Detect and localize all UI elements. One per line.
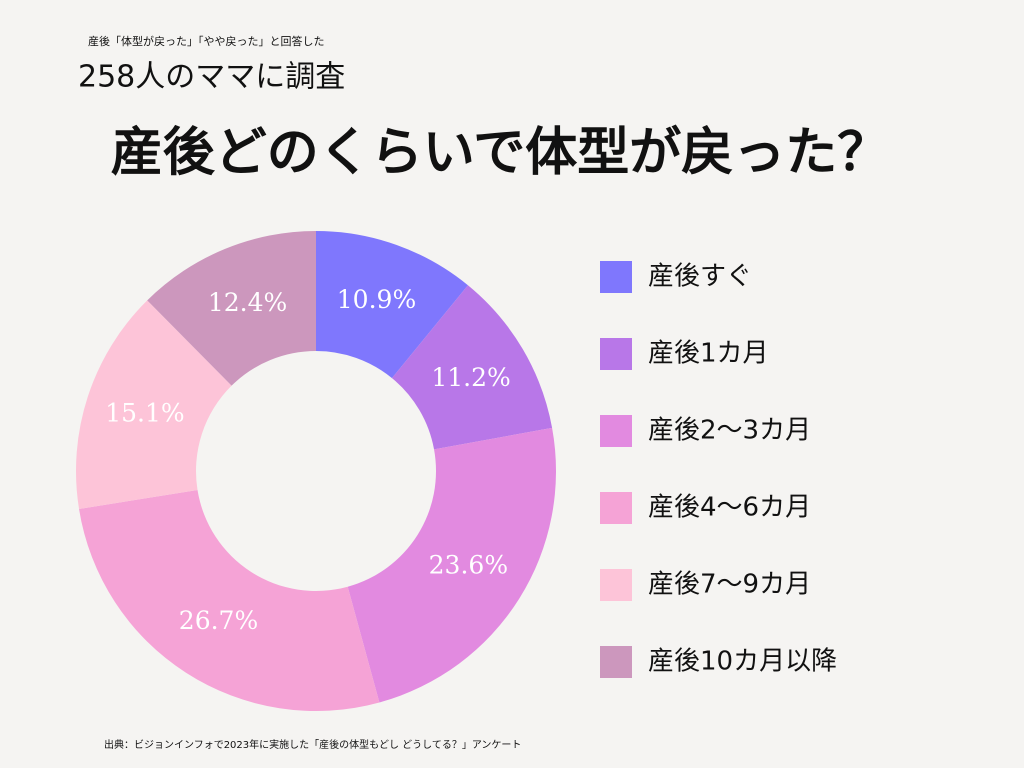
- slice-label: 11.2%: [431, 363, 510, 392]
- slice-label: 23.6%: [429, 550, 508, 579]
- legend-label: 産後4〜6カ月: [648, 493, 811, 523]
- pie-slice: [75, 300, 232, 509]
- chart-title: 産後どのくらいで体型が戻った？: [111, 123, 889, 183]
- slice-label: 26.7%: [179, 606, 258, 635]
- slice-label: 15.1%: [105, 399, 184, 428]
- source: 出典：ビジョンインフォで2023年に実施した「産後の体型もどし どうしてる？」ア…: [104, 738, 521, 751]
- pie-slice: [391, 285, 553, 450]
- legend-label: 産後10カ月以降: [648, 647, 837, 677]
- legend-label: 産後7〜9カ月: [648, 570, 811, 600]
- legend-label: 産後1カ月: [648, 339, 769, 369]
- legend-swatch: [600, 415, 632, 447]
- legend-swatch: [600, 492, 632, 524]
- pie-slice: [79, 489, 380, 712]
- legend-swatch: [600, 261, 632, 293]
- legend-label: 産後2〜3カ月: [648, 416, 811, 446]
- slice-label: 12.4%: [208, 288, 287, 317]
- kicker: 産後「体型が戻った」「やや戻った」と回答した: [88, 34, 325, 48]
- legend-swatch: [600, 646, 632, 678]
- legend-swatch: [600, 569, 632, 601]
- pie-slice: [147, 231, 316, 386]
- legend-label: 産後すぐ: [648, 262, 752, 292]
- pie-slice: [316, 231, 468, 379]
- subtitle: 258人のママに調査: [78, 60, 345, 95]
- slice-label: 10.9%: [337, 285, 416, 314]
- pie-slice: [347, 427, 557, 703]
- legend-swatch: [600, 338, 632, 370]
